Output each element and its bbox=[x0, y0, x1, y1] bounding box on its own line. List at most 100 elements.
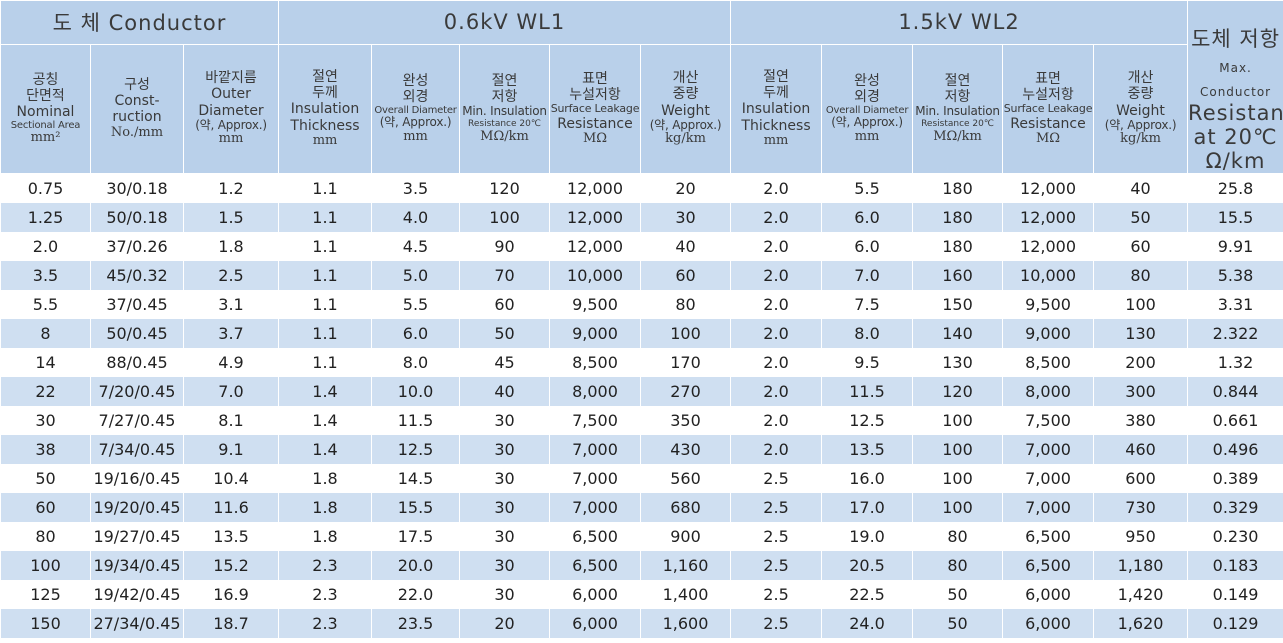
wl1-min-insulation-cell: 40 bbox=[459, 377, 551, 406]
construction-cell: 50/0.45 bbox=[90, 319, 184, 348]
wl2-weight-header: 개산 중량 Weight (약, Approx.) kg/km bbox=[1093, 43, 1189, 175]
wl2-ins-unit: mm bbox=[763, 132, 789, 148]
wl2-surface-leakage-cell: 8,000 bbox=[1002, 377, 1095, 406]
wl1-min-insulation-cell: 100 bbox=[459, 203, 551, 232]
wl1-min-insulation-cell: 30 bbox=[459, 522, 551, 551]
table-row: 5.5 37/0.45 3.1 1.1 5.5 60 9,500 80 2.0 7.5 150 9,5… bbox=[0, 290, 1283, 319]
wl2-weight-cell: 60 bbox=[1093, 232, 1189, 261]
construction-header: 구성 Const- ruction No./mm bbox=[90, 43, 184, 175]
conductor-resistance-cell: 0.389 bbox=[1187, 464, 1283, 493]
cond-res-k1: 저항 bbox=[1239, 27, 1281, 51]
table-row: 125 19/42/0.45 16.9 2.3 22.0 30 6,000 1,400 2.5 2… bbox=[0, 580, 1283, 609]
wl1-ins-e2: Thickness bbox=[290, 117, 360, 134]
wl2-surface-leakage-cell: 6,000 bbox=[1002, 580, 1095, 609]
wl1-min-insulation-cell: 45 bbox=[459, 348, 551, 377]
wl2-ins-k1: 절연 bbox=[763, 69, 789, 86]
wl1-od-k1: 완성 bbox=[402, 72, 429, 89]
area-cell: 8 bbox=[0, 319, 91, 348]
wl2-insulation-cell: 2.5 bbox=[730, 493, 823, 522]
wl1-insulation-cell: 1.8 bbox=[278, 493, 373, 522]
table-row: 80 19/27/0.45 13.5 1.8 17.5 30 6,500 900 2.5 19.0… bbox=[0, 522, 1283, 551]
wl2-od-k1: 완성 bbox=[854, 72, 880, 89]
wl1-min-insulation-cell: 30 bbox=[459, 551, 551, 580]
outer-diameter-cell: 1.5 bbox=[182, 203, 280, 232]
wl1-minres-s1: Resistance 20℃ bbox=[468, 119, 541, 130]
construction-cell: 7/20/0.45 bbox=[90, 377, 184, 406]
construction-cell: 19/20/0.45 bbox=[90, 493, 184, 522]
wl2-ins-e1: Insulation bbox=[741, 101, 811, 118]
wl1-surf-unit: MΩ bbox=[582, 130, 608, 146]
wl2-wt-k2: 중량 bbox=[1127, 86, 1154, 103]
wl2-surface-leakage-cell: 9,500 bbox=[1002, 290, 1095, 319]
wl1-wt-k1: 개산 bbox=[672, 70, 699, 87]
wl2-insulation-cell: 2.5 bbox=[730, 551, 823, 580]
area-k2: 단면적 bbox=[26, 87, 65, 104]
wl1-weight-header: 개산 중량 Weight (약, Approx.) kg/km bbox=[640, 43, 732, 175]
wl2-weight-cell: 380 bbox=[1093, 406, 1189, 435]
wl1-ins-e1: Insulation bbox=[290, 101, 360, 118]
wl1-surface-leakage-cell: 9,500 bbox=[549, 290, 642, 319]
construction-k1: 구성 bbox=[124, 77, 150, 94]
wl2-overall-diameter-cell: 9.5 bbox=[821, 348, 914, 377]
area-cell: 100 bbox=[0, 551, 91, 580]
wl2-insulation-cell: 2.0 bbox=[730, 435, 823, 464]
wl1-weight-cell: 1,160 bbox=[640, 551, 732, 580]
wl1-minres-unit: MΩ/km bbox=[480, 128, 529, 144]
wl2-ins-e2: Thickness bbox=[741, 117, 811, 134]
wl2-min-insulation-cell: 120 bbox=[912, 377, 1004, 406]
wl1-weight-cell: 80 bbox=[640, 290, 732, 319]
wl2-minres-unit: MΩ/km bbox=[933, 128, 982, 144]
wl2-weight-cell: 950 bbox=[1093, 522, 1189, 551]
outer-diameter-cell: 1.8 bbox=[182, 232, 280, 261]
wl1-wt-unit: kg/km bbox=[665, 131, 706, 147]
wl1-overall-diameter-cell: 4.5 bbox=[371, 232, 461, 261]
wl2-minres-s1: Resistance 20℃ bbox=[921, 119, 994, 130]
outer-diameter-cell: 1.2 bbox=[182, 173, 280, 203]
wl2-overall-diameter-cell: 6.0 bbox=[821, 203, 914, 232]
wl2-surf-k2: 누설저항 bbox=[1022, 87, 1074, 104]
wl2-min-insulation-cell: 160 bbox=[912, 261, 1004, 290]
wl2-weight-cell: 460 bbox=[1093, 435, 1189, 464]
wl1-ins-unit: mm bbox=[312, 132, 338, 148]
wl1-weight-cell: 100 bbox=[640, 319, 732, 348]
wl2-weight-cell: 1,420 bbox=[1093, 580, 1189, 609]
area-cell: 30 bbox=[0, 406, 91, 435]
wl1-surface-leakage-cell: 7,000 bbox=[549, 464, 642, 493]
wl2-insulation-cell: 2.0 bbox=[730, 261, 823, 290]
wl1-overall-diameter-cell: 5.5 bbox=[371, 290, 461, 319]
wl2-min-insulation-cell: 80 bbox=[912, 551, 1004, 580]
table-row: 14 88/0.45 4.9 1.1 8.0 45 8,500 170 2.0 9.5 130 8,5… bbox=[0, 348, 1283, 377]
wl2-surf-s1: Surface Leakage bbox=[1003, 102, 1093, 116]
wl1-surface-leakage-cell: 12,000 bbox=[549, 203, 642, 232]
wl2-surface-leakage-cell: 12,000 bbox=[1002, 232, 1095, 261]
wl2-min-insulation-cell: 150 bbox=[912, 290, 1004, 319]
wl1-surface-leakage-header: 표면 누설저항 Surface Leakage Resistance MΩ bbox=[549, 43, 642, 175]
wl1-weight-cell: 40 bbox=[640, 232, 732, 261]
outer-e2: Diameter bbox=[198, 102, 264, 119]
wl2-min-insulation-cell: 140 bbox=[912, 319, 1004, 348]
wl2-overall-diameter-cell: 5.5 bbox=[821, 173, 914, 203]
group-header-row: 도 체 Conductor 0.6kV WL1 1.5kV WL2 도체 저항 … bbox=[0, 0, 1283, 174]
conductor-resistance-cell: 0.844 bbox=[1187, 377, 1283, 406]
wl2-insulation-cell: 2.5 bbox=[730, 464, 823, 493]
wl1-minres-k1: 절연 bbox=[491, 73, 518, 90]
wl2-wt-e2: (약, Approx.) bbox=[1104, 117, 1177, 132]
wl2-surface-leakage-cell: 12,000 bbox=[1002, 203, 1095, 232]
wl2-ins-k2: 두께 bbox=[763, 85, 789, 102]
area-cell: 22 bbox=[0, 377, 91, 406]
wl1-surface-leakage-cell: 12,000 bbox=[549, 173, 642, 203]
table-row: 38 7/34/0.45 9.1 1.4 12.5 30 7,000 430 2.0 13.5 10… bbox=[0, 435, 1283, 464]
construction-cell: 27/34/0.45 bbox=[90, 609, 184, 638]
wl2-surf-e1: Resistance bbox=[1010, 115, 1086, 132]
wl1-min-insulation-cell: 30 bbox=[459, 464, 551, 493]
wl1-surface-leakage-cell: 8,500 bbox=[549, 348, 642, 377]
wl2-minres-k1: 절연 bbox=[944, 73, 971, 90]
wl1-overall-diameter-cell: 15.5 bbox=[371, 493, 461, 522]
area-cell: 14 bbox=[0, 348, 91, 377]
wl1-overall-diameter-cell: 22.0 bbox=[371, 580, 461, 609]
outer-diameter-cell: 11.6 bbox=[182, 493, 280, 522]
table-row: 2.0 37/0.26 1.8 1.1 4.5 90 12,000 40 2.0 6.0 180 12… bbox=[0, 232, 1283, 261]
wl1-surface-leakage-cell: 7,000 bbox=[549, 493, 642, 522]
outer-diameter-header: 바깥지름 Outer Diameter (약, Approx.) mm bbox=[182, 43, 280, 175]
